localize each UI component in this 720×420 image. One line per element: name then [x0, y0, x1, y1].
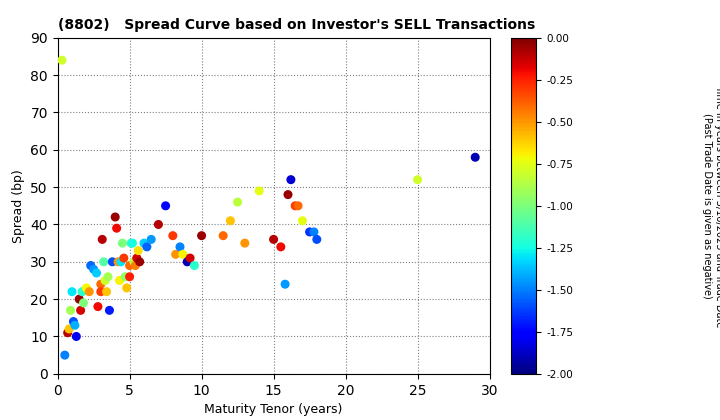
- Point: [104, 307, 115, 314]
- Point: [174, 244, 186, 250]
- Point: [469, 154, 481, 160]
- Point: [59, 352, 71, 359]
- Point: [73, 296, 85, 302]
- Point: [102, 273, 114, 280]
- Point: [71, 333, 82, 340]
- Point: [112, 258, 124, 265]
- Point: [181, 258, 193, 265]
- Point: [130, 262, 141, 269]
- Point: [81, 285, 92, 291]
- Point: [131, 255, 143, 261]
- Point: [289, 202, 301, 209]
- Point: [63, 326, 75, 332]
- Point: [65, 307, 76, 314]
- Point: [285, 176, 297, 183]
- Point: [282, 191, 294, 198]
- Point: [115, 258, 127, 265]
- Point: [412, 176, 423, 183]
- Point: [121, 285, 132, 291]
- Point: [292, 202, 304, 209]
- Point: [99, 277, 111, 284]
- Point: [232, 199, 243, 205]
- Point: [279, 281, 291, 288]
- Point: [78, 299, 89, 306]
- Point: [107, 258, 118, 265]
- X-axis label: Maturity Tenor (years): Maturity Tenor (years): [204, 403, 343, 416]
- Point: [153, 221, 164, 228]
- Point: [160, 202, 171, 209]
- Point: [117, 240, 128, 247]
- Point: [170, 251, 181, 258]
- Point: [196, 232, 207, 239]
- Point: [253, 187, 265, 194]
- Point: [311, 236, 323, 243]
- Y-axis label: Spread (bp): Spread (bp): [12, 169, 24, 243]
- Point: [109, 214, 121, 220]
- Point: [85, 262, 96, 269]
- Point: [98, 258, 109, 265]
- Point: [124, 262, 135, 269]
- Point: [167, 232, 179, 239]
- Point: [127, 240, 138, 247]
- Point: [88, 266, 99, 273]
- Point: [76, 288, 88, 295]
- Point: [75, 307, 86, 314]
- Point: [217, 232, 229, 239]
- Point: [62, 329, 73, 336]
- Point: [84, 288, 95, 295]
- Point: [92, 303, 104, 310]
- Point: [308, 228, 320, 235]
- Point: [268, 236, 279, 243]
- Point: [101, 288, 112, 295]
- Point: [66, 288, 78, 295]
- Point: [95, 281, 107, 288]
- Point: [118, 255, 130, 261]
- Point: [239, 240, 251, 247]
- Text: Time in years between 5/16/2025 and Trade Date
(Past Trade Date is given as nega: Time in years between 5/16/2025 and Trad…: [702, 84, 720, 327]
- Point: [177, 251, 189, 258]
- Point: [69, 322, 81, 328]
- Point: [114, 277, 125, 284]
- Point: [132, 247, 144, 254]
- Point: [189, 262, 200, 269]
- Point: [124, 273, 135, 280]
- Point: [297, 218, 308, 224]
- Point: [68, 318, 79, 325]
- Point: [134, 258, 145, 265]
- Text: (8802)   Spread Curve based on Investor's SELL Transactions: (8802) Spread Curve based on Investor's …: [58, 18, 535, 32]
- Point: [225, 218, 236, 224]
- Point: [111, 225, 122, 231]
- Point: [275, 244, 287, 250]
- Point: [141, 244, 153, 250]
- Point: [91, 270, 102, 276]
- Point: [125, 240, 137, 247]
- Point: [120, 273, 131, 280]
- Point: [145, 236, 157, 243]
- Point: [184, 255, 196, 261]
- Point: [96, 236, 108, 243]
- Point: [128, 258, 140, 265]
- Point: [56, 57, 68, 63]
- Point: [95, 288, 107, 295]
- Point: [138, 240, 150, 247]
- Point: [304, 228, 315, 235]
